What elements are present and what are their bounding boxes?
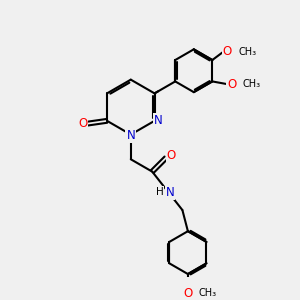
Text: N: N <box>166 186 174 199</box>
Text: N: N <box>154 114 162 127</box>
Text: O: O <box>223 45 232 58</box>
Text: O: O <box>78 117 88 130</box>
Text: O: O <box>227 78 236 91</box>
Text: O: O <box>183 287 193 300</box>
Text: CH₃: CH₃ <box>242 79 261 89</box>
Text: CH₃: CH₃ <box>238 47 256 57</box>
Text: N: N <box>126 129 135 142</box>
Text: H: H <box>156 187 164 197</box>
Text: CH₃: CH₃ <box>199 288 217 298</box>
Text: O: O <box>167 149 176 162</box>
